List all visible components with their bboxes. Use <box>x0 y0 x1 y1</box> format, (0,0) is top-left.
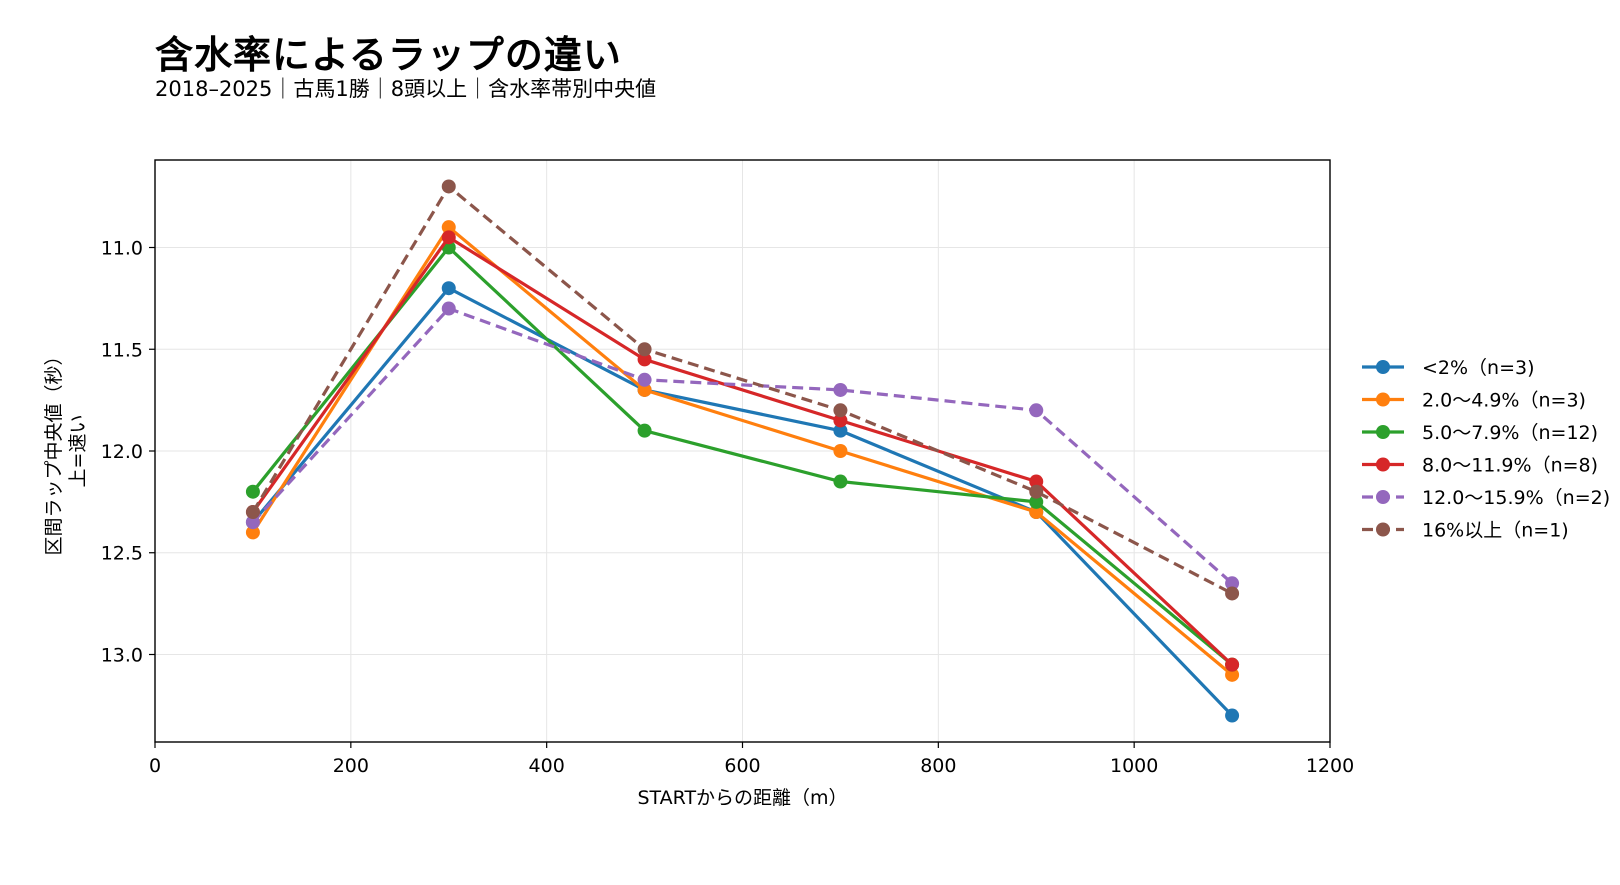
legend-item: 8.0〜11.9%（n=8) <box>1362 455 1598 477</box>
legend-marker <box>1376 425 1390 439</box>
data-point <box>833 413 848 428</box>
data-point <box>637 372 652 387</box>
legend-marker <box>1376 392 1390 407</box>
x-tick-label: 1200 <box>1306 755 1354 777</box>
x-axis-label: STARTからの距離（m） <box>637 787 847 809</box>
x-tick-label: 0 <box>149 755 161 777</box>
data-point <box>833 382 848 397</box>
data-point <box>833 444 848 458</box>
series-4 <box>245 301 1240 591</box>
y-axis-label: 区間ラップ中央値（秒） 上=速い <box>43 346 89 555</box>
series-1 <box>245 220 1240 682</box>
y-tick-label: 11.0 <box>101 238 143 260</box>
y-tick-label: 12.5 <box>101 543 143 565</box>
legend-marker <box>1376 360 1390 374</box>
legend-label: 2.0〜4.9%（n=3) <box>1422 390 1586 412</box>
series-line <box>251 184 1233 595</box>
data-point <box>245 505 260 520</box>
x-axis: 0 200 400 600 800 1000 1200 <box>149 742 1354 777</box>
data-point <box>637 342 652 357</box>
series-line <box>251 235 1234 666</box>
data-point <box>637 423 652 438</box>
series-line <box>251 245 1234 666</box>
y-axis: 11.0 11.5 12.0 12.5 13.0 <box>101 238 155 666</box>
x-tick-label: 800 <box>920 755 956 777</box>
data-point <box>833 403 848 418</box>
x-tick-label: 1000 <box>1110 755 1158 777</box>
chart-title: 含水率によるラップの違い <box>155 33 622 77</box>
data-point <box>1225 657 1240 672</box>
y-axis-label-line: 上=速い <box>67 415 89 488</box>
data-point <box>441 179 456 194</box>
legend-label: <2%（n=3) <box>1422 357 1535 379</box>
data-point <box>441 281 456 296</box>
legend-item: 12.0〜15.9%（n=2) <box>1362 487 1610 509</box>
legend: <2%（n=3) 2.0〜4.9%（n=3) 5.0〜7.9%（n=12) 8.0〜1… <box>1362 357 1610 542</box>
data-point <box>833 423 848 438</box>
x-tick-label: 400 <box>529 755 565 777</box>
y-tick-label: 12.0 <box>101 441 143 463</box>
y-axis-label-line: 区間ラップ中央値（秒） <box>43 346 65 555</box>
legend-label: 16%以上（n=1) <box>1422 520 1569 542</box>
data-point <box>637 352 652 367</box>
y-tick-label: 13.0 <box>101 644 143 666</box>
series-5 <box>245 179 1240 601</box>
data-point <box>1225 708 1240 723</box>
data-point <box>441 301 456 316</box>
data-point <box>1225 667 1240 682</box>
data-point <box>637 382 652 397</box>
x-tick-label: 600 <box>724 755 760 777</box>
series-line <box>251 225 1234 677</box>
chart-subtitle: 2018–2025｜古馬1勝｜8頭以上｜含水率帯別中央値 <box>155 77 657 101</box>
data-point <box>1029 505 1044 520</box>
data-point <box>1029 484 1044 499</box>
data-point <box>1029 403 1044 418</box>
data-point <box>1225 586 1240 601</box>
legend-marker <box>1376 490 1390 504</box>
data-point <box>245 484 260 499</box>
data-point <box>1225 576 1240 591</box>
data-point <box>441 230 456 245</box>
data-point <box>245 525 260 540</box>
legend-item: 5.0〜7.9%（n=12) <box>1362 422 1598 444</box>
data-point <box>245 515 260 530</box>
y-tick-label: 11.5 <box>101 339 143 361</box>
data-point <box>833 474 848 489</box>
series-line <box>251 286 1234 717</box>
legend-item: <2%（n=3) <box>1362 357 1535 379</box>
legend-label: 8.0〜11.9%（n=8) <box>1422 455 1598 477</box>
legend-item: 16%以上（n=1) <box>1362 520 1569 542</box>
grid-lines <box>154 160 1331 742</box>
data-point <box>1029 494 1044 509</box>
legend-label: 12.0〜15.9%（n=2) <box>1422 487 1610 509</box>
series-line <box>251 306 1234 585</box>
legend-marker <box>1376 457 1390 472</box>
data-point <box>441 220 456 235</box>
series-layer <box>245 179 1240 723</box>
data-point <box>1029 474 1044 489</box>
legend-marker <box>1376 522 1390 537</box>
x-tick-label: 200 <box>333 755 369 777</box>
legend-label: 5.0〜7.9%（n=12) <box>1422 422 1598 444</box>
legend-item: 2.0〜4.9%（n=3) <box>1362 390 1586 412</box>
